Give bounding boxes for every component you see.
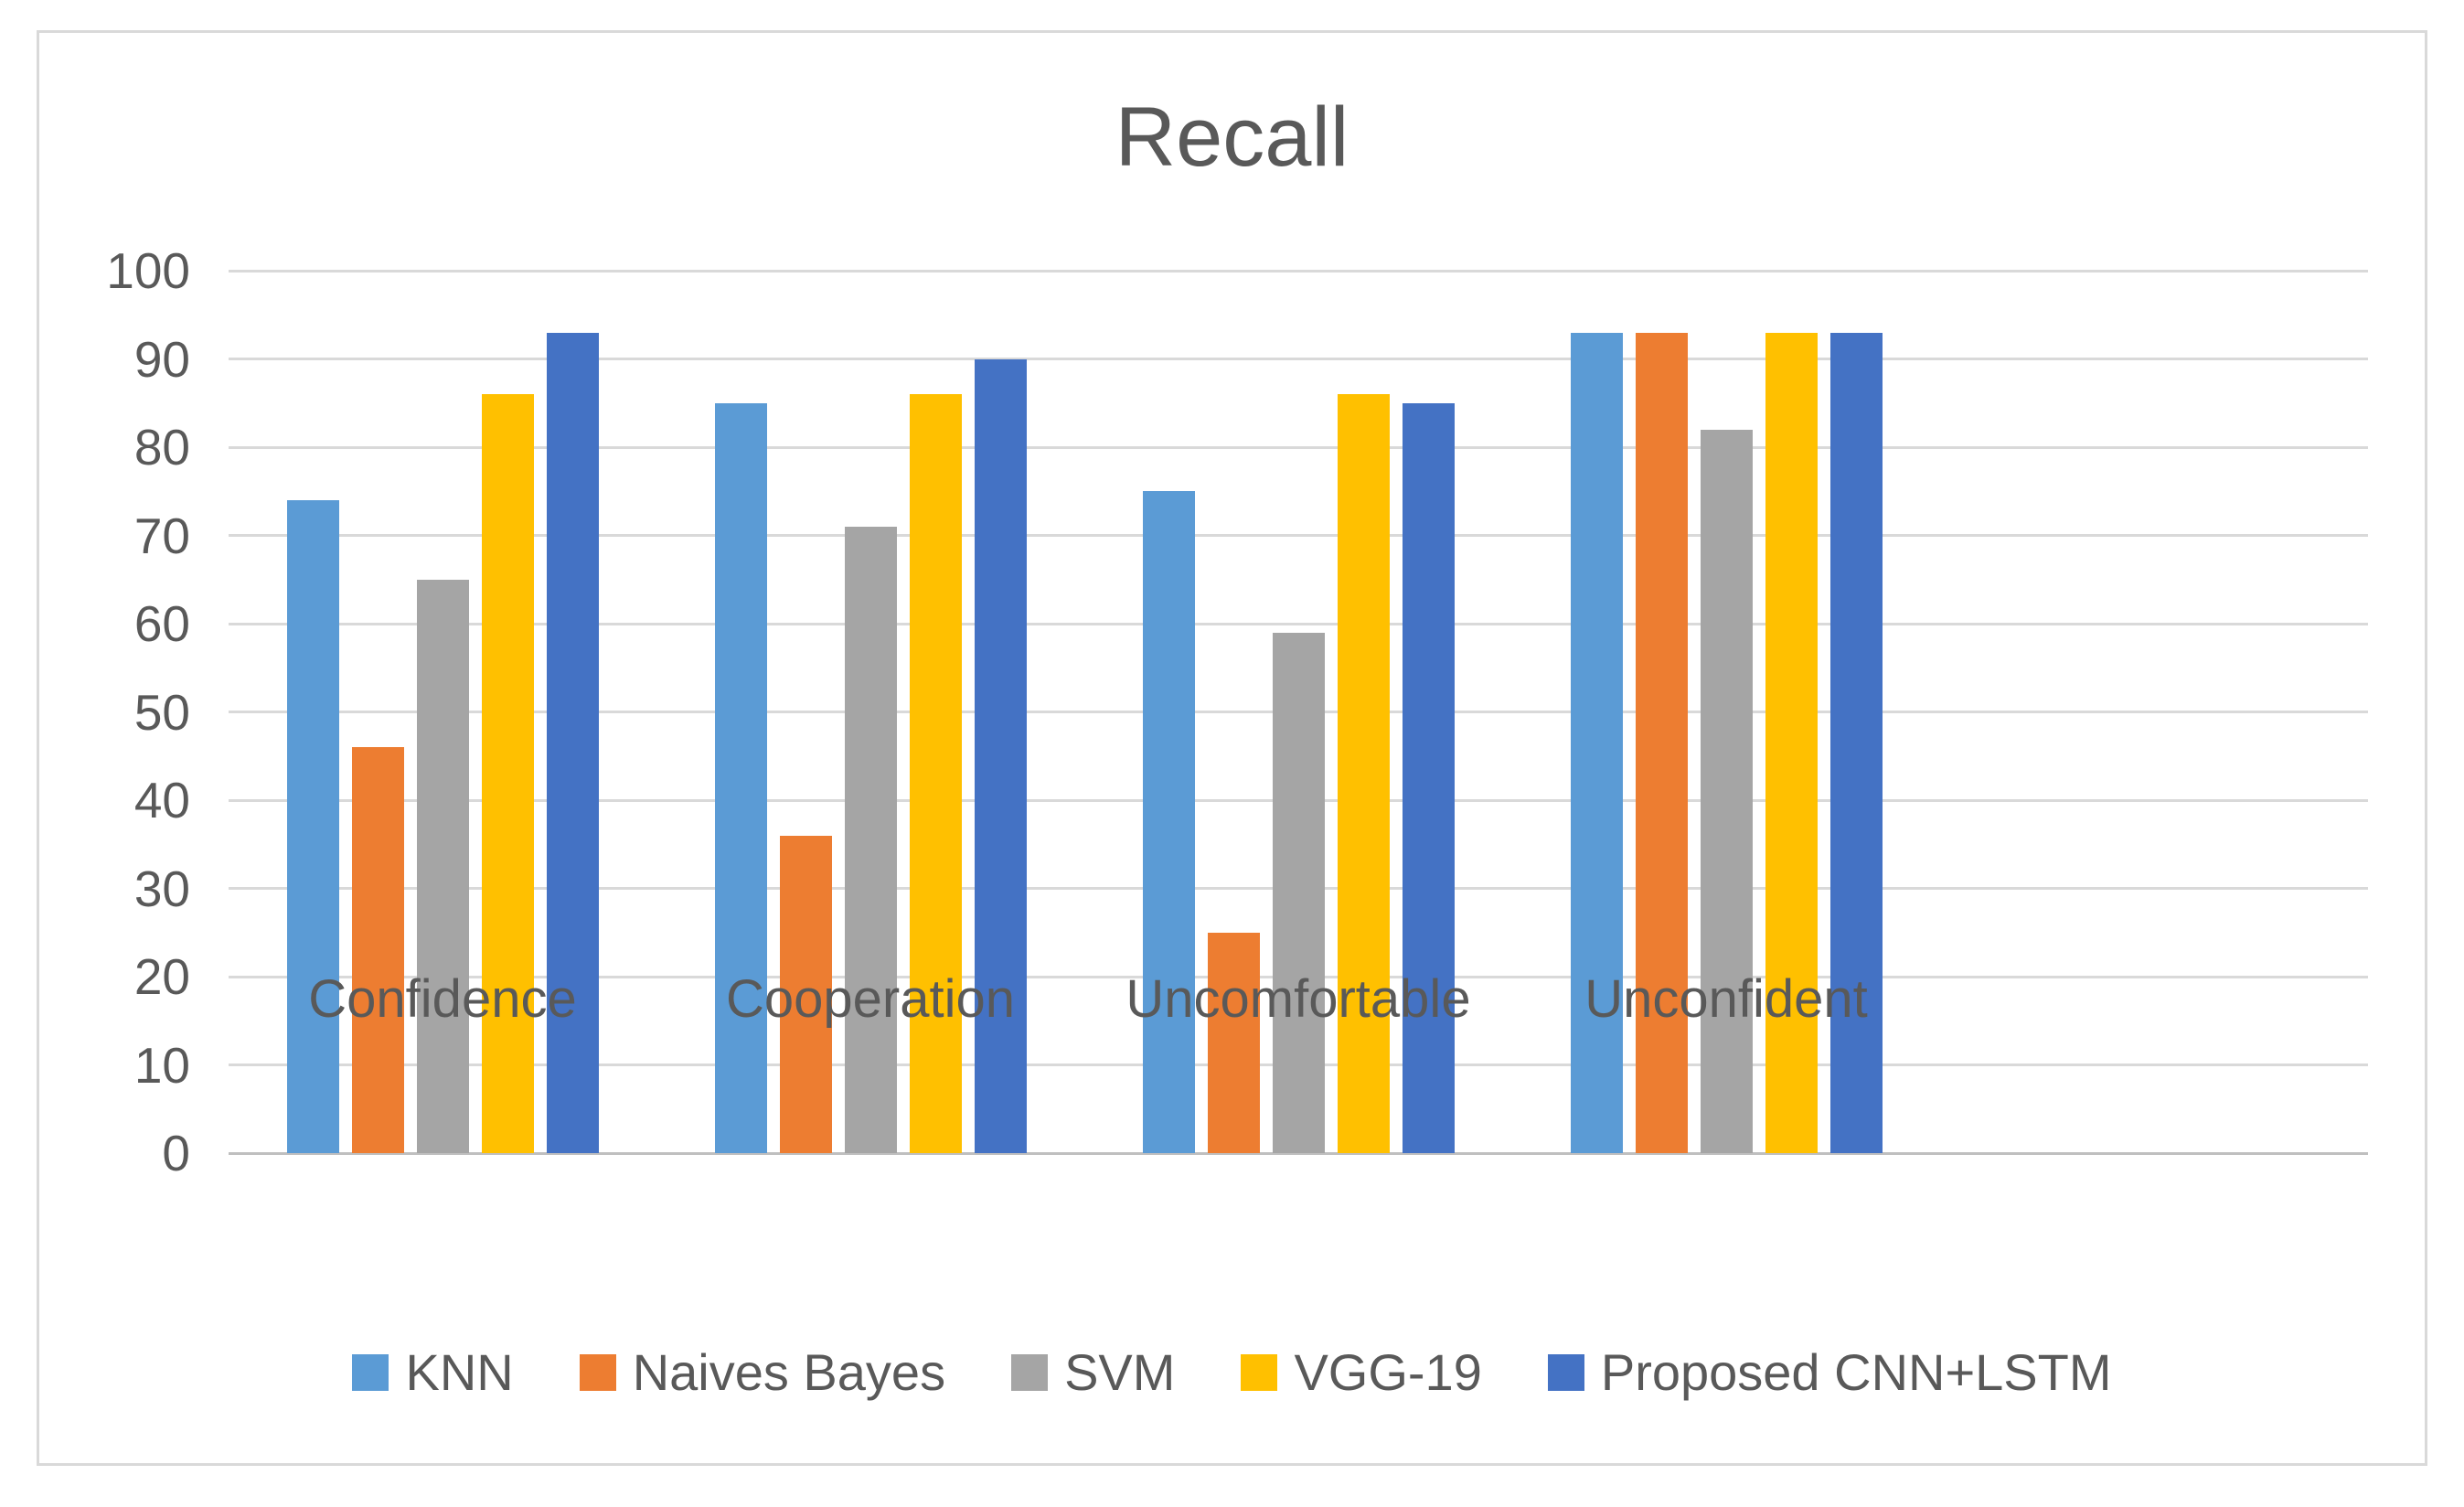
y-tick-label-20: 20: [133, 948, 190, 1005]
y-tick-label-60: 60: [133, 595, 190, 652]
gridline-80: [229, 445, 2368, 449]
legend-swatch-icon: [1241, 1354, 1278, 1391]
bar-svm-cooperation: [844, 526, 897, 1153]
legend: KNN Naives Bayes SVM VGG-19 Proposed CNN+LST…: [39, 1336, 2425, 1409]
gridline-60: [229, 622, 2368, 625]
bar-knn-confidence: [286, 499, 339, 1153]
y-tick-label-30: 30: [133, 860, 190, 917]
category-label-uncomfortable: Uncomfortable: [1125, 969, 1471, 1029]
gridline-70: [229, 534, 2368, 537]
chart-title: Recall: [1115, 91, 1349, 184]
legend-label: VGG-19: [1294, 1343, 1482, 1401]
y-tick-label-40: 40: [133, 772, 190, 828]
legend-swatch-icon: [579, 1354, 616, 1391]
bar-svm-unconfident: [1700, 429, 1753, 1153]
legend-label: KNN: [405, 1343, 514, 1401]
bar-vgg-19-cooperation: [909, 394, 962, 1153]
bar-naives-bayes-cooperation: [779, 835, 832, 1153]
y-tick-label-0: 0: [162, 1125, 190, 1181]
bar-proposed-cnn-lstm-uncomfortable: [1402, 402, 1455, 1153]
category-label-unconfident: Unconfident: [1584, 969, 1868, 1029]
plot-area: [229, 269, 2368, 1155]
y-tick-label-80: 80: [133, 419, 190, 476]
bar-vgg-19-confidence: [481, 394, 534, 1153]
bar-group-confidence: [229, 271, 656, 1153]
bar-naives-bayes-confidence: [351, 747, 404, 1153]
bar-vgg-19-unconfident: [1765, 332, 1818, 1153]
bar-knn-cooperation: [714, 402, 767, 1153]
category-label-cooperation: Cooperation: [726, 969, 1015, 1029]
bar-naives-bayes-unconfident: [1635, 332, 1688, 1153]
legend-swatch-icon: [352, 1354, 389, 1391]
category-label-confidence: Confidence: [308, 969, 577, 1029]
bar-group-cooperation: [656, 271, 1084, 1153]
bar-svm-uncomfortable: [1272, 632, 1325, 1153]
gridline-100: [229, 269, 2368, 273]
legend-item-naives-bayes: Naives Bayes: [579, 1343, 946, 1402]
bar-proposed-cnn-lstm-cooperation: [974, 358, 1027, 1153]
legend-item-proposed-cnn-lstm: Proposed CNN+LSTM: [1547, 1343, 2112, 1402]
bar-naives-bayes-uncomfortable: [1207, 932, 1260, 1153]
legend-label: Proposed CNN+LSTM: [1600, 1343, 2112, 1401]
bar-group-unconfident: [1512, 271, 1940, 1153]
legend-swatch-icon: [1011, 1354, 1049, 1391]
legend-swatch-icon: [1547, 1354, 1584, 1391]
legend-item-knn: KNN: [352, 1343, 514, 1402]
y-tick-label-90: 90: [133, 330, 190, 388]
legend-item-vgg-19: VGG-19: [1241, 1343, 1482, 1402]
y-tick-label-10: 10: [133, 1036, 190, 1094]
bar-proposed-cnn-lstm-unconfident: [1829, 332, 1883, 1153]
legend-label: SVM: [1064, 1343, 1176, 1401]
bar-proposed-cnn-lstm-confidence: [546, 332, 599, 1153]
legend-label: Naives Bayes: [632, 1343, 946, 1401]
bar-knn-unconfident: [1570, 332, 1623, 1153]
bar-svm-confidence: [416, 579, 469, 1153]
y-tick-label-50: 50: [133, 683, 190, 741]
y-tick-label-70: 70: [133, 507, 190, 564]
bar-group-uncomfortable: [1084, 271, 1512, 1153]
chart-frame: Recall 0 10 20 30 40 50 60 70 80 90 100 Confidence…: [37, 30, 2427, 1466]
y-tick-label-100: 100: [106, 242, 190, 299]
bar-knn-uncomfortable: [1142, 491, 1195, 1153]
bar-vgg-19-uncomfortable: [1337, 394, 1390, 1153]
gridline-90: [229, 358, 2368, 360]
x-axis-line: [229, 1151, 2368, 1155]
legend-item-svm: SVM: [1011, 1343, 1175, 1402]
